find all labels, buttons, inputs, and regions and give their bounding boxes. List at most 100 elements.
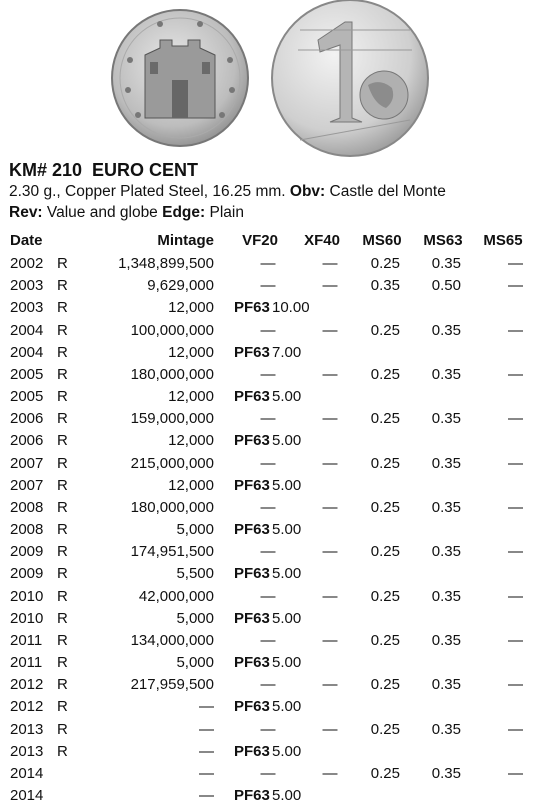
cell-date: 2007 [10, 476, 44, 494]
cell-xf40: — [322, 587, 338, 605]
cell-ms63: 0.35 [431, 410, 461, 428]
cell-proof-grade: PF63 [234, 521, 270, 539]
cell-date: 2005 [10, 365, 44, 383]
cell-mintage: 12,000 [168, 388, 214, 406]
cell-ms60: 0.25 [370, 764, 400, 782]
cell-date: 2010 [10, 609, 44, 627]
cell-date: 2012 [10, 676, 44, 694]
cell-vf20: — [260, 543, 276, 561]
cell-mintage: 9,629,000 [147, 277, 214, 295]
cell-ms60: 0.25 [370, 321, 400, 339]
cell-xf40: — [322, 631, 338, 649]
cell-mark: R [57, 676, 68, 694]
cell-mintage: 1,348,899,500 [118, 255, 214, 272]
cell-date: 2014 [10, 764, 44, 782]
cell-date: 2004 [10, 321, 44, 339]
cell-ms65: — [508, 321, 523, 339]
cell-mintage: 12,000 [168, 299, 214, 317]
cell-mintage: 42,000,000 [138, 587, 214, 605]
cell-date: 2009 [10, 543, 44, 561]
field-text: Plain [205, 204, 244, 221]
cell-ms65: — [508, 543, 523, 561]
cell-mark: R [57, 521, 68, 539]
cell-ms60: 0.25 [370, 410, 400, 428]
field-label: Obv: [289, 183, 326, 200]
cell-ms65: — [508, 255, 523, 272]
cell-ms63: 0.35 [431, 676, 461, 694]
cell-ms65: — [508, 587, 523, 605]
description-line: Rev: Value and globe Edge: Plain [9, 204, 244, 222]
cell-proof-price: 5.00 [272, 742, 302, 760]
cell-mintage: 5,500 [176, 565, 214, 583]
cell-proof-price: 5.00 [272, 654, 302, 672]
cell-mark: R [57, 631, 68, 649]
cell-mark: R [57, 720, 68, 738]
cell-mintage: 217,959,500 [130, 676, 214, 694]
cell-mintage: 100,000,000 [130, 321, 214, 339]
cell-ms63: 0.35 [431, 321, 461, 339]
cell-proof-grade: PF63 [234, 432, 270, 450]
column-header: MS60 [362, 232, 402, 249]
cell-mark: R [57, 432, 68, 450]
obverse-coin [111, 9, 249, 147]
cell-ms63: 0.35 [431, 365, 461, 383]
cell-xf40: — [322, 255, 338, 272]
cell-xf40: — [322, 676, 338, 694]
cell-vf20: — [260, 631, 276, 649]
cell-date: 2009 [10, 565, 44, 583]
cell-mark: R [57, 299, 68, 317]
cell-vf20: — [260, 321, 276, 339]
cell-ms60: 0.25 [370, 631, 400, 649]
cell-xf40: — [322, 498, 338, 516]
cell-mark: R [57, 654, 68, 672]
cell-mintage: 174,951,500 [130, 543, 214, 561]
cell-xf40: — [322, 764, 338, 782]
cell-mintage: 180,000,000 [130, 365, 214, 383]
column-header: Mintage [157, 232, 214, 249]
cell-date: 2002 [10, 255, 44, 272]
cell-mintage: 12,000 [168, 432, 214, 450]
cell-date: 2010 [10, 587, 44, 605]
cell-proof-grade: PF63 [234, 787, 270, 805]
cell-mark: R [57, 565, 68, 583]
cell-ms63: 0.35 [431, 255, 461, 272]
cell-mark: R [57, 454, 68, 472]
cell-ms65: — [508, 454, 523, 472]
column-header: XF40 [304, 232, 340, 249]
cell-xf40: — [322, 720, 338, 738]
cell-date: 2008 [10, 498, 44, 516]
cell-vf20: — [260, 498, 276, 516]
cell-vf20: — [260, 277, 276, 295]
column-header: VF20 [242, 232, 278, 249]
cell-proof-price: 5.00 [272, 609, 302, 627]
field-text: 2.30 g., Copper Plated Steel, 16.25 mm. [9, 183, 290, 200]
cell-mark: R [57, 609, 68, 627]
cell-mintage: — [199, 764, 214, 782]
title: KM# 210 EURO CENT [9, 160, 199, 180]
cell-ms63: 0.35 [431, 498, 461, 516]
cell-mark: R [57, 321, 68, 339]
cell-mintage: 12,000 [168, 476, 214, 494]
cell-mintage: — [199, 698, 214, 716]
cell-vf20: — [260, 454, 276, 472]
description-line: 2.30 g., Copper Plated Steel, 16.25 mm. … [9, 183, 446, 201]
cell-mintage: 5,000 [176, 654, 214, 672]
cell-mintage: — [199, 720, 214, 738]
cell-proof-grade: PF63 [234, 476, 270, 494]
cell-ms63: 0.35 [431, 587, 461, 605]
cell-proof-price: 5.00 [272, 432, 302, 450]
cell-date: 2011 [10, 654, 43, 672]
cell-xf40: — [322, 365, 338, 383]
cell-xf40: — [322, 454, 338, 472]
cell-xf40: — [322, 543, 338, 561]
field-text: Castle del Monte [325, 183, 446, 200]
cell-date: 2005 [10, 388, 44, 406]
cell-vf20: — [260, 410, 276, 428]
cell-vf20: — [260, 676, 276, 694]
cell-date: 2014 [10, 787, 44, 805]
cell-mark: R [57, 365, 68, 383]
cell-date: 2008 [10, 521, 44, 539]
cell-date: 2003 [10, 277, 44, 295]
cell-date: 2013 [10, 742, 44, 760]
cell-mintage: 12,000 [168, 343, 214, 361]
